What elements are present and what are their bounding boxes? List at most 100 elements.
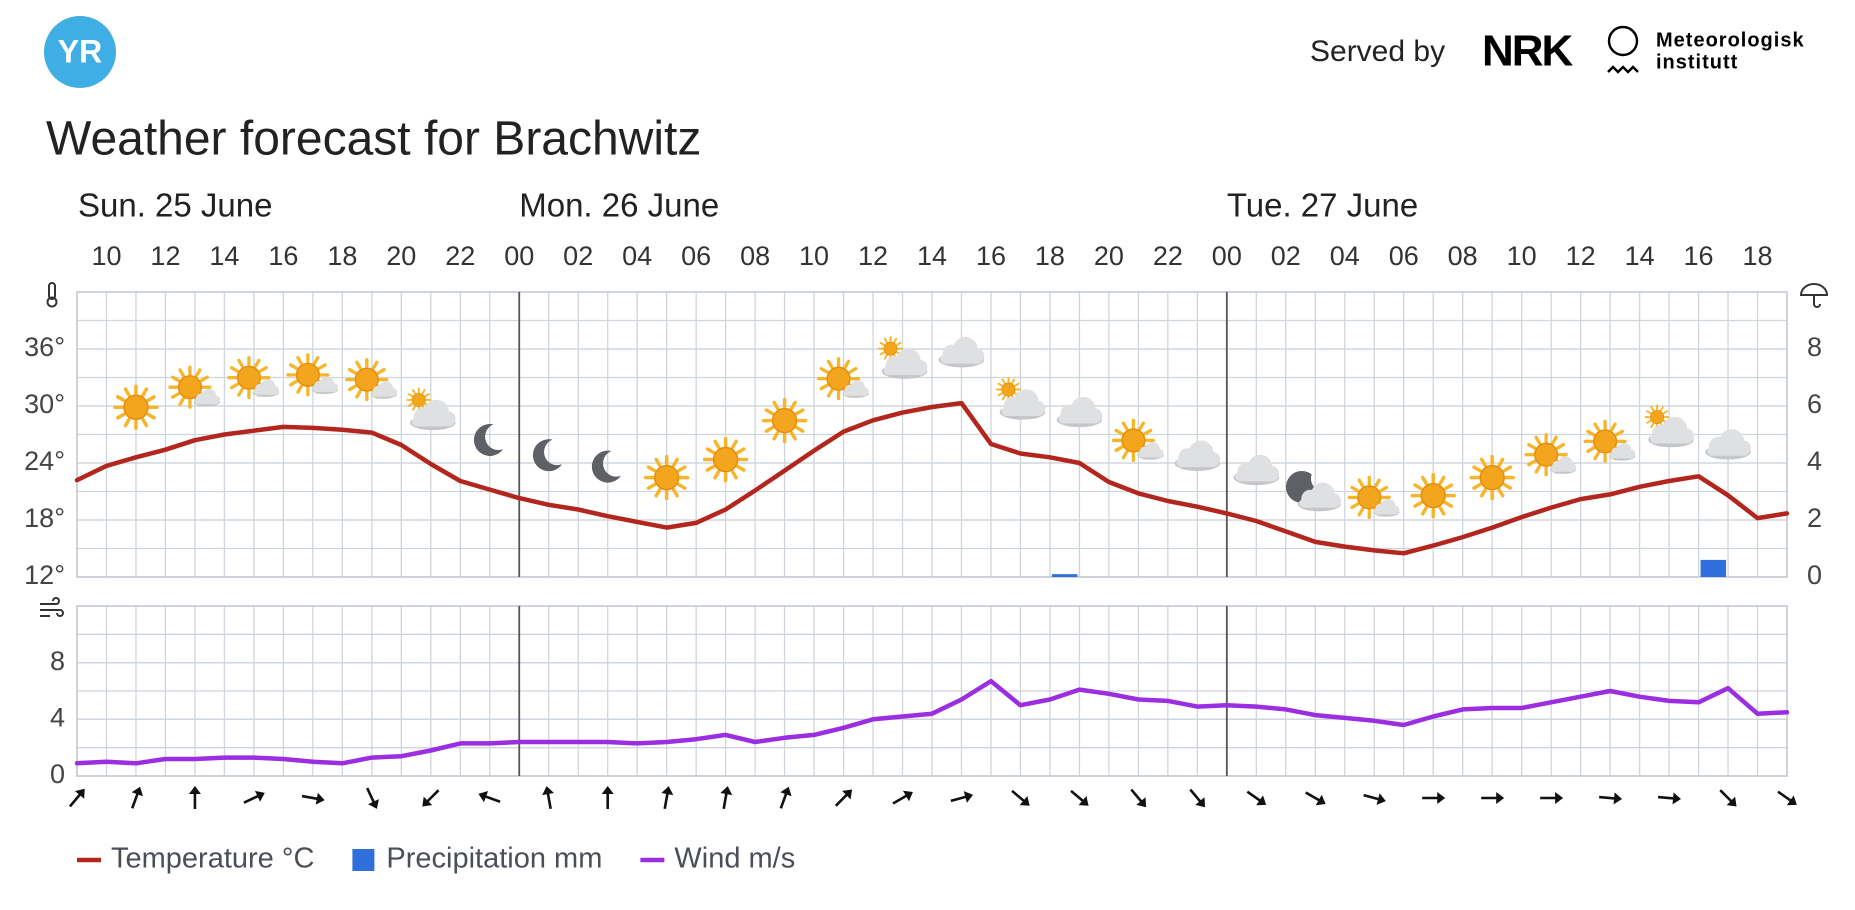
wind-arrow: [1481, 792, 1505, 804]
sun-ray: [376, 367, 386, 375]
sun-ray: [194, 368, 202, 378]
wind-arrow-head: [1726, 796, 1737, 807]
cloud-base: [312, 386, 337, 392]
weather-symbol: [591, 450, 621, 483]
sun-ray: [1551, 435, 1558, 445]
sun-disc: [177, 375, 203, 400]
wind-arrow-head: [1019, 795, 1030, 806]
sun-ray: [170, 375, 181, 383]
sun-ray: [705, 464, 716, 472]
wind-arrow: [661, 786, 674, 810]
day-label: Tue. 27 June: [1227, 187, 1418, 224]
sun-ray: [1472, 482, 1482, 490]
weather-symbol: [345, 357, 398, 402]
weather-symbol: [1347, 475, 1400, 520]
cloud-base: [194, 398, 220, 405]
cloud-base: [1551, 466, 1576, 472]
sun-ray: [671, 487, 679, 498]
cloud-base: [411, 416, 454, 427]
day-label: Mon. 26 June: [519, 187, 719, 224]
thermometer-icon: [46, 282, 58, 308]
sun-ray: [646, 482, 657, 490]
wind-arrow: [68, 788, 85, 808]
wind-tick-label: 8: [50, 646, 65, 676]
wind-arrow: [834, 789, 853, 807]
sun-ray: [654, 457, 662, 468]
wind-arrow: [1130, 788, 1147, 808]
sun-ray: [893, 337, 898, 343]
x-tick-label: 10: [91, 241, 121, 271]
sun-ray: [258, 366, 268, 373]
sun-ray: [1350, 485, 1360, 493]
nrk-logo[interactable]: NRK: [1482, 27, 1576, 76]
cloud-base: [1235, 471, 1278, 482]
y2-tick-label: 8: [1807, 332, 1822, 362]
wind-arrow: [130, 786, 143, 809]
sun-ray: [253, 358, 261, 368]
cloud-base: [1001, 406, 1044, 416]
cloud-base: [843, 390, 868, 396]
moon: [473, 423, 504, 456]
served-by: Served by: [1310, 35, 1445, 68]
sun-ray: [288, 363, 299, 370]
x-tick-label: 14: [209, 241, 239, 271]
sun-ray: [883, 354, 888, 360]
sun-ray: [1114, 445, 1124, 453]
wind-arrow: [1719, 789, 1737, 807]
sun-ray: [1121, 450, 1129, 460]
wind-arrow: [1599, 792, 1623, 805]
x-tick-label: 06: [1389, 241, 1419, 271]
wind-arrow: [1305, 791, 1326, 806]
wind-arrow-head: [1315, 794, 1326, 806]
yr-logo[interactable]: YR: [58, 33, 102, 69]
sun-disc: [1357, 485, 1382, 510]
sun-ray: [424, 393, 430, 398]
sun-ray: [347, 367, 357, 375]
weather-symbol: [168, 365, 221, 409]
sun-ray: [654, 487, 662, 498]
sun-ray: [1479, 457, 1487, 468]
cloud-base: [371, 391, 396, 397]
wind-arrow-head: [842, 789, 853, 800]
met-logo-line[interactable]: institutt: [1656, 51, 1738, 73]
weather-symbol: [1469, 454, 1515, 501]
weather-symbol: [1285, 470, 1341, 512]
panel-frame: [76, 605, 1788, 777]
x-tick-label: 00: [504, 241, 534, 271]
precipitation-bar: [1700, 559, 1727, 577]
x-tick-label: 16: [1684, 241, 1714, 271]
wind-arrow-head: [661, 786, 674, 796]
sun-disc: [1121, 428, 1146, 453]
sun-disc: [653, 464, 680, 491]
sun-ray: [879, 341, 885, 346]
met-logo-line[interactable]: Meteorologisk: [1656, 29, 1805, 51]
sun-ray: [735, 464, 746, 472]
wind-arrow: [478, 790, 501, 803]
sun-disc: [411, 392, 426, 407]
sun-ray: [412, 388, 416, 395]
wind-arrow: [1363, 793, 1386, 805]
sun-ray: [1502, 482, 1513, 490]
wind-arrow-head: [601, 786, 614, 794]
wind-arrow-head: [188, 786, 201, 794]
sun-ray: [146, 395, 156, 403]
sun-ray: [296, 355, 303, 365]
sun-ray: [355, 389, 362, 399]
sun-ray: [677, 482, 687, 490]
sun-ray: [1659, 406, 1664, 412]
x-tick-label: 16: [268, 241, 298, 271]
sun-ray: [170, 392, 181, 399]
sun-ray: [713, 439, 721, 450]
cloud-base: [1650, 434, 1692, 444]
weather-symbol: [816, 357, 869, 401]
sun-ray: [1479, 487, 1487, 498]
sun-ray: [713, 469, 721, 480]
sun-ray: [1534, 464, 1542, 474]
panel-frame: [76, 291, 1788, 578]
wind-arrow-head: [478, 790, 489, 803]
x-tick-label: 20: [1094, 241, 1124, 271]
wind-arrow-head: [1376, 793, 1386, 805]
precipitation-bar: [1051, 574, 1078, 577]
sun-ray: [789, 400, 797, 411]
sun-ray: [764, 408, 775, 416]
